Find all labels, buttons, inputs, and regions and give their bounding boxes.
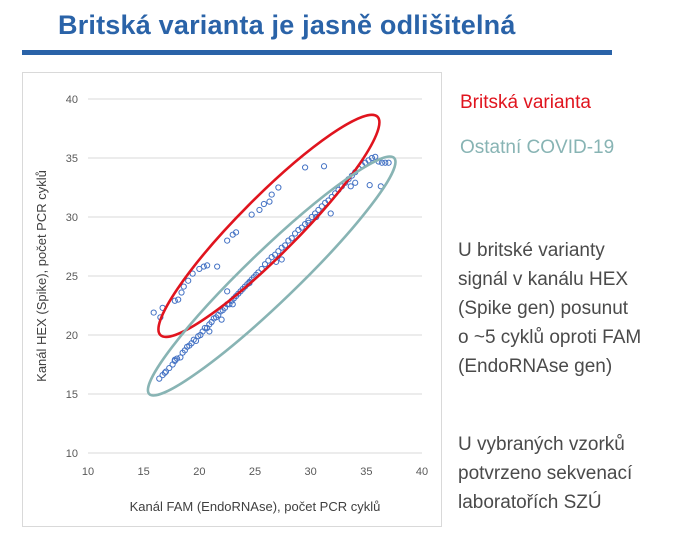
data-point-other: [161, 369, 168, 376]
legend-other-covid: Ostatní COVID-19: [460, 137, 615, 158]
data-point-other: [171, 356, 178, 363]
data-point-other: [302, 220, 309, 228]
data-point-other: [156, 375, 163, 382]
note-line: potvrzeno sekvenací: [458, 463, 633, 484]
y-tick-label: 10: [66, 448, 78, 460]
data-point-other: [271, 251, 279, 258]
data-point-other: [224, 288, 231, 295]
data-point-british: [320, 163, 328, 170]
data-point-british: [204, 262, 211, 269]
x-tick-label: 35: [360, 466, 372, 478]
data-point-british: [275, 184, 282, 191]
y-tick-label: 40: [66, 94, 78, 106]
data-point-british: [178, 289, 185, 296]
data-point-other: [378, 159, 386, 166]
note-line: U vybraných vzorků: [458, 434, 625, 455]
data-point-other: [368, 154, 375, 162]
legend-british-variant: Britská varianta: [460, 92, 591, 113]
chart-frame: [22, 72, 442, 527]
data-point-other: [218, 316, 225, 323]
y-tick-label: 35: [66, 153, 78, 165]
x-tick-label: 15: [138, 466, 150, 478]
title-underline: [22, 50, 612, 55]
slide-title: Britská varianta je jasně odlišitelná: [58, 10, 516, 40]
data-point-other: [288, 235, 295, 242]
description-line: (EndoRNAse gen): [458, 356, 613, 377]
data-point-other: [318, 203, 325, 210]
y-tick-label: 20: [66, 330, 78, 342]
data-point-other: [372, 153, 379, 160]
data-point-other: [347, 183, 354, 190]
y-tick-label: 25: [66, 271, 78, 283]
description-line: U britské varianty: [458, 240, 605, 261]
data-point-other: [162, 368, 170, 375]
data-point-british: [185, 277, 192, 284]
data-point-other: [281, 242, 289, 249]
x-axis-label: Kanál FAM (EndoRNAse), počet PCR cyklů: [130, 499, 381, 514]
data-point-other: [265, 257, 272, 264]
description-line: signál v kanálu HEX: [458, 269, 629, 290]
y-axis-label: Kanál HEX (Spike), počet PCR cyklů: [34, 170, 49, 382]
data-point-british: [180, 283, 187, 290]
data-point-other: [206, 328, 213, 335]
data-point-other: [261, 261, 269, 268]
data-point-other: [278, 256, 285, 263]
data-point-other: [327, 210, 334, 217]
data-point-british: [171, 297, 178, 304]
ellipse-other: [146, 155, 397, 397]
note-text: U vybraných vzorků potvrzeno sekvenací l…: [458, 430, 680, 517]
data-point-british: [189, 270, 196, 277]
data-point-other: [275, 248, 282, 255]
x-tick-label: 10: [82, 466, 94, 478]
data-point-british: [266, 198, 273, 205]
y-tick-label: 30: [66, 212, 78, 224]
x-tick-label: 40: [416, 466, 428, 478]
data-point-other: [366, 182, 373, 189]
data-point-british: [150, 309, 157, 316]
y-tick-label: 15: [66, 389, 78, 401]
data-point-other: [315, 206, 322, 214]
data-point-other: [166, 364, 173, 372]
data-point-british: [214, 263, 221, 270]
data-point-british: [268, 191, 275, 198]
data-point-british: [260, 200, 268, 208]
data-point-other: [201, 324, 208, 332]
data-point-other: [312, 210, 319, 217]
data-point-british: [232, 229, 240, 236]
data-point-other: [385, 159, 392, 166]
data-point-other: [308, 213, 315, 221]
data-point-other: [229, 301, 236, 308]
x-tick-label: 20: [193, 466, 205, 478]
description-line: (Spike gen) posunut: [458, 298, 629, 319]
x-tick-label: 25: [249, 466, 261, 478]
data-point-british: [256, 206, 263, 214]
data-point-other: [382, 159, 389, 166]
data-point-british: [248, 211, 255, 218]
description-text: U britské varianty signál v kanálu HEX (…: [458, 236, 680, 381]
data-point-british: [224, 237, 231, 244]
ellipse-british: [157, 113, 381, 339]
note-line: laboratořích SZÚ: [458, 492, 602, 513]
data-point-other: [298, 224, 305, 231]
description-line: o ~5 cyklů oproti FAM: [458, 327, 642, 348]
data-point-british: [302, 164, 309, 171]
data-point-other: [291, 230, 299, 237]
data-point-british: [196, 265, 203, 273]
x-tick-label: 30: [305, 466, 317, 478]
data-point-other: [305, 217, 312, 224]
data-point-british: [175, 296, 182, 303]
data-point-other: [352, 179, 359, 186]
